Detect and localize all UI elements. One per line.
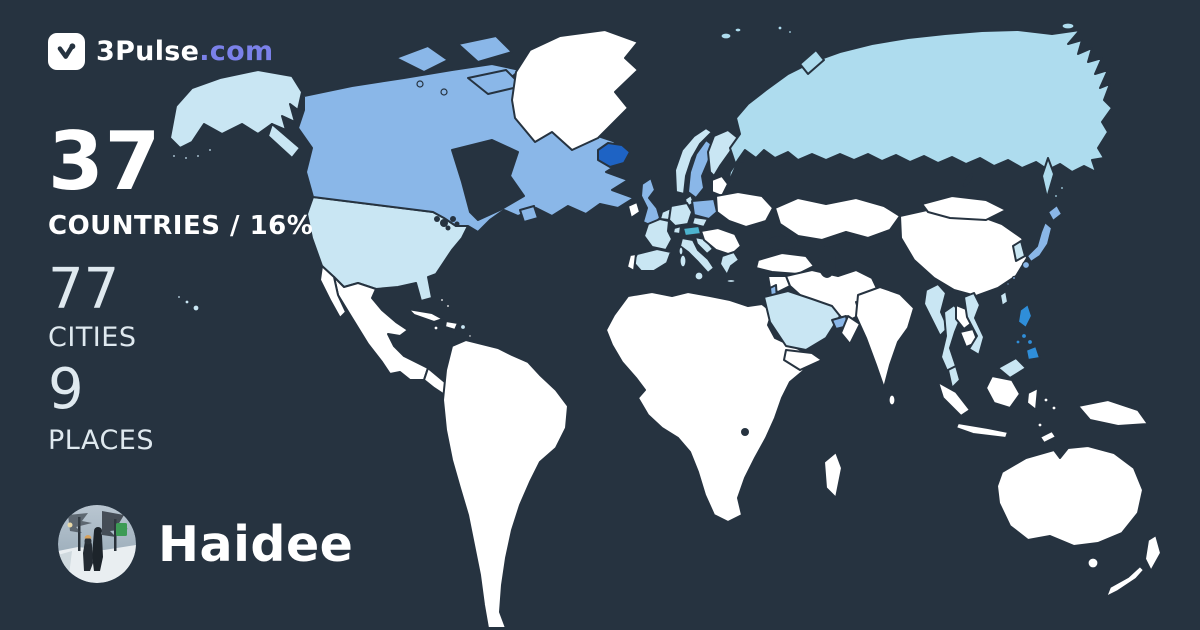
country-turkey	[755, 252, 815, 275]
inland-lakes	[434, 157, 974, 436]
country-greece	[719, 251, 740, 284]
country-greenland	[511, 29, 639, 151]
brand-suffix: .com	[199, 36, 274, 67]
country-poland	[691, 198, 718, 220]
country-austria	[682, 225, 702, 237]
country-yemen	[783, 349, 823, 371]
country-mongolia	[921, 195, 1007, 221]
country-united-states	[169, 69, 469, 312]
country-taiwan	[999, 290, 1009, 307]
country-papua-new-guinea	[1077, 399, 1149, 427]
country-south-america	[442, 339, 569, 629]
country-france	[643, 218, 673, 251]
country-switzerland	[672, 225, 682, 235]
country-baltics	[711, 175, 729, 197]
country-italy	[678, 237, 715, 281]
country-united-kingdom	[640, 177, 661, 227]
country-puerto-rico	[459, 323, 467, 331]
country-saudi-arabia	[763, 290, 841, 351]
country-africa	[605, 291, 843, 523]
country-eastern-europe	[715, 191, 774, 228]
country-malaysia	[947, 357, 1027, 389]
brand-name: 3Pulse	[96, 36, 200, 67]
country-cuba	[407, 297, 451, 323]
country-russia	[720, 22, 1113, 199]
country-iceland	[597, 142, 631, 168]
country-portugal	[626, 253, 637, 272]
country-mexico	[319, 265, 429, 381]
country-japan	[1006, 204, 1063, 286]
country-laos	[955, 304, 974, 330]
country-philippines	[1015, 303, 1041, 361]
country-spain	[632, 248, 672, 272]
brand-logo[interactable]: 3Pulse.com	[48, 33, 273, 70]
country-south-korea	[1012, 240, 1026, 262]
country-germany	[668, 202, 693, 227]
brand-wordmark: 3Pulse.com	[96, 36, 273, 67]
country-czechia	[691, 216, 709, 228]
country-norway	[674, 127, 713, 195]
pulse-branch-icon	[48, 33, 85, 70]
country-vietnam	[963, 292, 985, 356]
country-oman	[840, 315, 861, 345]
country-balkans	[700, 227, 742, 256]
country-ireland	[627, 201, 641, 219]
country-indonesia	[937, 375, 1057, 444]
country-india	[855, 286, 915, 406]
country-central-asia	[774, 197, 901, 241]
country-new-zealand	[1105, 534, 1162, 598]
country-australia	[996, 445, 1144, 569]
